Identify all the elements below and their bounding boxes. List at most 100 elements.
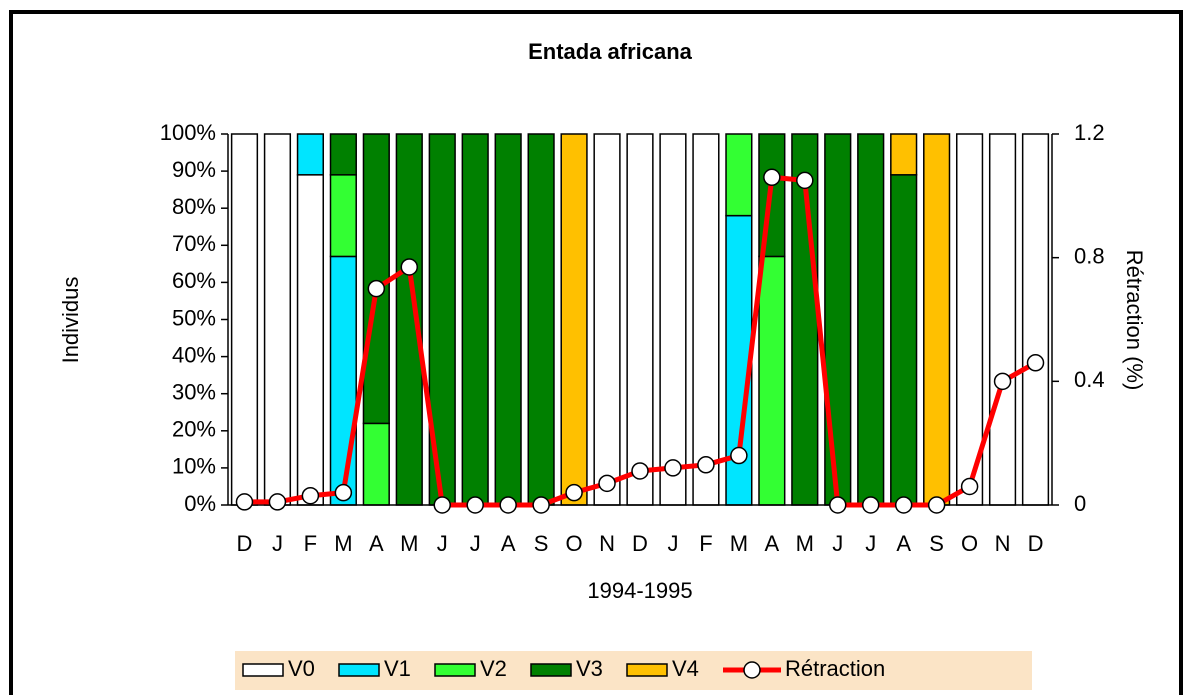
y-tick-label: 40% [172, 342, 216, 367]
bar-segment [230, 133, 259, 506]
line-marker [829, 496, 847, 514]
x-tick-label: D [1028, 531, 1044, 556]
x-tick-label: J [470, 531, 481, 556]
bar-segment [329, 174, 357, 258]
bar-segment [296, 174, 325, 506]
bar-segment [593, 133, 621, 506]
y-tick-label: 60% [172, 268, 216, 293]
bar-segment [329, 255, 357, 506]
x-tick-label: N [995, 531, 1011, 556]
line-marker [894, 496, 913, 514]
line-marker [861, 496, 880, 514]
bar-segment [659, 133, 687, 506]
x-axis-label: 1994-1995 [587, 578, 692, 603]
line-marker [927, 496, 946, 514]
legend-label: V4 [672, 656, 699, 681]
line-marker [664, 459, 682, 477]
line-marker [565, 483, 583, 502]
line-marker [960, 477, 979, 496]
x-tick-label: A [369, 531, 384, 556]
bar-segment [560, 133, 588, 506]
y-tick-label: 70% [172, 231, 216, 256]
bar-segment [527, 133, 555, 506]
y2-tick-label: 0 [1074, 491, 1086, 516]
x-tick-label: O [566, 531, 583, 556]
line-marker [367, 279, 386, 298]
bar-segment [461, 133, 489, 506]
x-tick-label: O [961, 531, 978, 556]
legend-label: V0 [288, 656, 315, 681]
x-tick-label: J [832, 531, 843, 556]
bar-segment [296, 133, 325, 176]
bar-segment [692, 133, 720, 506]
x-tick-label: J [272, 531, 283, 556]
bar-segment [857, 133, 885, 506]
line-marker [301, 486, 320, 505]
line-marker [796, 171, 814, 190]
bar-segment [362, 422, 390, 506]
legend-swatch [434, 663, 476, 677]
x-tick-label: D [632, 531, 648, 556]
bar-segment [758, 255, 786, 506]
bar-segment [494, 133, 522, 506]
x-tick-label: A [501, 531, 516, 556]
x-tick-label: F [699, 531, 712, 556]
line-marker [697, 456, 715, 474]
line-marker [499, 496, 517, 514]
chart-title: Entada africana [528, 39, 693, 64]
legend-swatch [530, 663, 572, 677]
legend-swatch [242, 663, 284, 677]
y-tick-label: 50% [172, 305, 216, 330]
x-tick-label: D [237, 531, 253, 556]
y2-tick-label: 1.2 [1074, 120, 1105, 145]
line-marker [598, 474, 616, 493]
y-tick-label: 0% [184, 491, 216, 516]
x-tick-label: F [304, 531, 317, 556]
y-axis-label: Individus [58, 277, 83, 364]
y-tick-label: 100% [160, 120, 216, 145]
x-tick-label: J [865, 531, 876, 556]
line-marker [466, 496, 484, 514]
y-tick-label: 20% [172, 417, 216, 442]
line-marker [400, 258, 419, 276]
x-tick-label: N [599, 531, 615, 556]
line-marker [1026, 354, 1045, 372]
line-marker [993, 372, 1012, 391]
bar-segment [988, 133, 1017, 506]
line-marker [268, 493, 287, 511]
legend-marker [743, 661, 761, 679]
y2-axis-label: Rétraction (%) [1122, 250, 1147, 391]
bar-segment [725, 133, 753, 217]
line-marker [730, 446, 748, 465]
bar-segment [626, 133, 654, 506]
y-tick-label: 90% [172, 157, 216, 182]
x-tick-label: M [400, 531, 418, 556]
legend-label: V1 [384, 656, 411, 681]
x-tick-label: J [667, 531, 678, 556]
legend-swatch [338, 663, 380, 677]
bar-segment [362, 133, 390, 425]
y-tick-label: 10% [172, 454, 216, 479]
bar-segment [263, 133, 292, 506]
bar-segment [1021, 133, 1050, 506]
bar-segment [890, 133, 918, 176]
legend-label: Rétraction [785, 656, 885, 681]
y-tick-label: 30% [172, 380, 216, 405]
x-tick-label: A [764, 531, 779, 556]
x-tick-label: S [534, 531, 549, 556]
line-marker [532, 496, 550, 514]
chart-border [9, 10, 1183, 695]
legend-swatch [626, 663, 668, 677]
legend-label: V3 [576, 656, 603, 681]
x-tick-label: A [896, 531, 911, 556]
line-marker [235, 493, 254, 511]
line-marker [433, 496, 451, 514]
x-tick-label: M [796, 531, 814, 556]
bar-segment [824, 133, 852, 506]
x-tick-label: J [437, 531, 448, 556]
line-marker [763, 168, 781, 187]
legend-label: V2 [480, 656, 507, 681]
bar-segment [955, 133, 984, 506]
line-marker [334, 483, 353, 502]
